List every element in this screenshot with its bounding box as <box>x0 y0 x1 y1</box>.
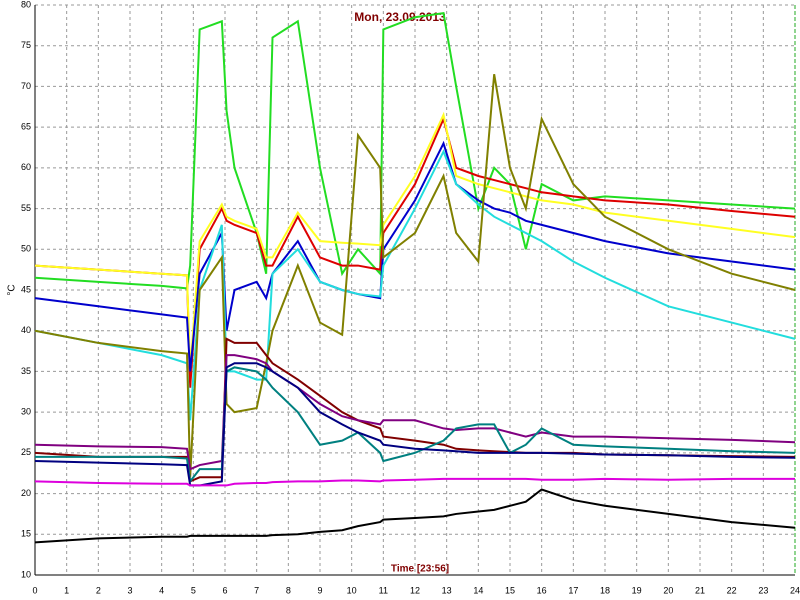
y-tick-label: 20 <box>21 488 31 498</box>
x-tick-label: 2 <box>96 585 101 595</box>
series-line <box>34 354 796 471</box>
series-line <box>34 488 796 544</box>
y-tick-label: 30 <box>21 407 31 417</box>
x-tick-label: 18 <box>600 585 610 595</box>
x-tick-label: 0 <box>32 585 37 595</box>
y-tick-label: 35 <box>21 366 31 376</box>
x-tick-label: 1 <box>64 585 69 595</box>
x-tick-label: 22 <box>727 585 737 595</box>
x-tick-label: 14 <box>473 585 483 595</box>
y-axis-label: °C <box>7 284 18 295</box>
x-tick-label: 3 <box>127 585 132 595</box>
x-tick-label: 23 <box>758 585 768 595</box>
y-tick-label: 75 <box>21 40 31 50</box>
x-tick-label: 4 <box>159 585 164 595</box>
y-tick-label: 55 <box>21 203 31 213</box>
x-tick-label: 21 <box>695 585 705 595</box>
series-line <box>34 12 796 290</box>
x-tick-label: 6 <box>222 585 227 595</box>
y-tick-label: 25 <box>21 447 31 457</box>
x-tick-label: 19 <box>632 585 642 595</box>
y-tick-label: 15 <box>21 529 31 539</box>
y-tick-label: 65 <box>21 122 31 132</box>
series-line <box>34 111 796 372</box>
y-tick-label: 45 <box>21 284 31 294</box>
x-tick-label: 16 <box>537 585 547 595</box>
chart-title: Mon, 23.09.2013 <box>354 10 446 24</box>
y-tick-label: 40 <box>21 325 31 335</box>
x-tick-label: 11 <box>379 585 388 595</box>
x-tick-label: 12 <box>410 585 420 595</box>
y-tick-label: 70 <box>21 81 31 91</box>
x-tick-label: 10 <box>347 585 357 595</box>
x-tick-label: 5 <box>191 585 196 595</box>
y-tick-label: 10 <box>21 569 31 579</box>
x-tick-label: 15 <box>505 585 515 595</box>
series-line <box>34 74 796 478</box>
x-tick-label: 8 <box>286 585 291 595</box>
x-tick-label: 17 <box>568 585 578 595</box>
x-axis-label: Time [23:56] <box>391 564 449 575</box>
x-tick-label: 13 <box>442 585 452 595</box>
series-line <box>34 477 795 487</box>
x-tick-label: 20 <box>663 585 673 595</box>
y-tick-label: 80 <box>21 0 31 9</box>
x-tick-label: 9 <box>317 585 322 595</box>
x-tick-label: 7 <box>254 585 259 595</box>
x-tick-label: 24 <box>790 585 800 595</box>
y-tick-label: 60 <box>21 162 31 172</box>
y-tick-label: 50 <box>21 244 31 254</box>
